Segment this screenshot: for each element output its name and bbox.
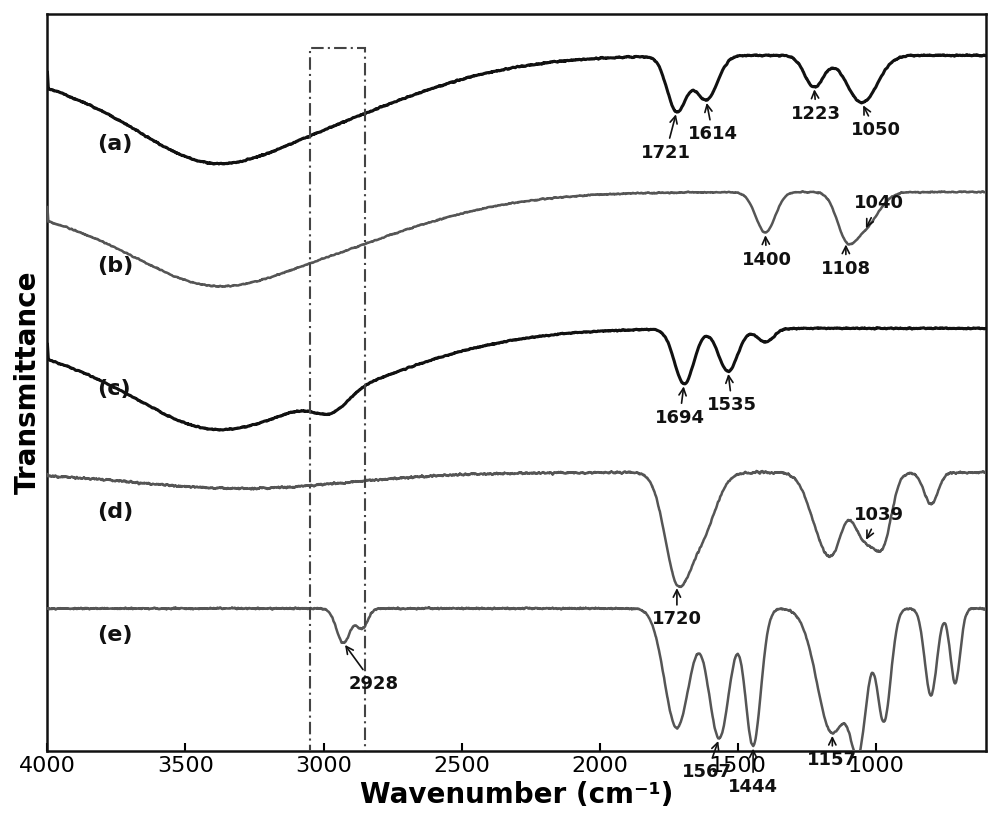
- Text: 1039: 1039: [853, 506, 903, 538]
- Text: 1050: 1050: [851, 107, 901, 139]
- Text: (a): (a): [97, 133, 133, 154]
- Text: 1721: 1721: [641, 116, 691, 161]
- Text: (e): (e): [97, 625, 133, 644]
- Text: 1157: 1157: [807, 737, 857, 770]
- Text: 1535: 1535: [707, 376, 757, 414]
- Text: (d): (d): [97, 502, 133, 522]
- Text: 1223: 1223: [791, 91, 841, 123]
- X-axis label: Wavenumber (cm⁻¹): Wavenumber (cm⁻¹): [360, 781, 673, 809]
- Text: (b): (b): [97, 256, 133, 277]
- Text: 1694: 1694: [655, 388, 705, 427]
- Text: 1567: 1567: [682, 742, 732, 782]
- Text: 1720: 1720: [652, 590, 702, 629]
- Y-axis label: Transmittance: Transmittance: [14, 271, 42, 494]
- Text: 1108: 1108: [821, 246, 871, 278]
- Text: 2928: 2928: [346, 646, 398, 693]
- Text: (c): (c): [97, 379, 131, 399]
- Bar: [310, 48, 365, 771]
- Text: 1400: 1400: [742, 237, 792, 269]
- Text: 1444: 1444: [728, 751, 778, 796]
- Text: 1040: 1040: [853, 194, 903, 226]
- Text: 1614: 1614: [688, 105, 738, 143]
